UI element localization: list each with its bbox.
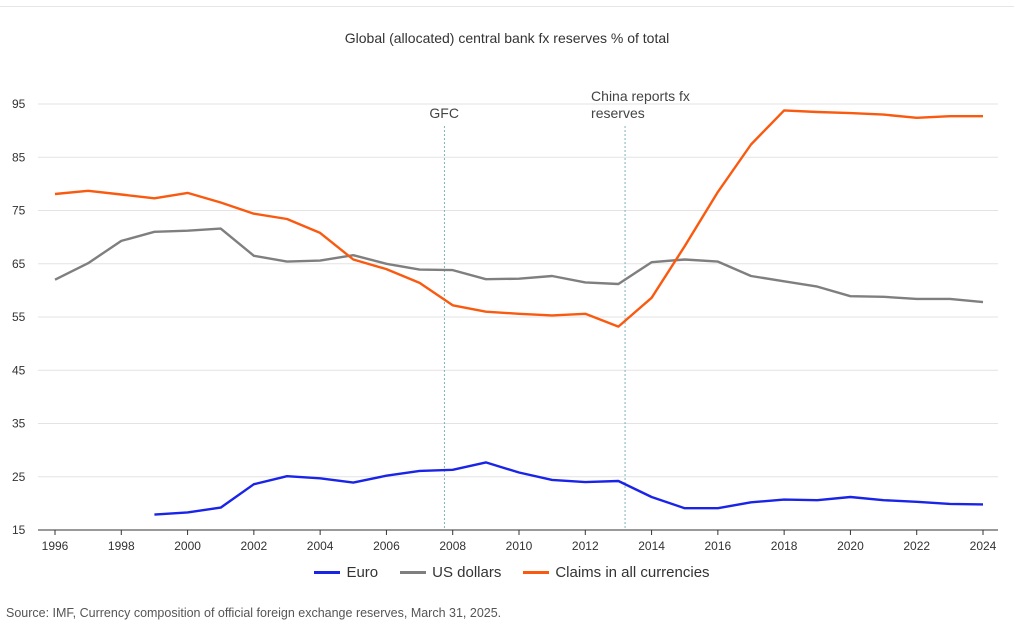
legend-item-claims: Claims in all currencies (523, 564, 710, 581)
legend-label-us-dollars: US dollars (432, 564, 502, 581)
x-tick-label-2004: 2004 (307, 539, 334, 553)
legend-swatch-us-dollars (400, 571, 427, 574)
y-tick-label-15: 15 (12, 523, 26, 537)
y-tick-label-45: 45 (12, 363, 26, 377)
x-tick-label-2016: 2016 (705, 539, 732, 553)
series-line-euro (154, 461, 984, 516)
series-line-claims-in-all-currencies (54, 109, 983, 328)
y-tick-label-35: 35 (12, 417, 26, 431)
x-tick-label-2014: 2014 (638, 539, 665, 553)
y-tick-label-85: 85 (12, 150, 26, 164)
x-tick-label-1996: 1996 (42, 539, 69, 553)
y-tick-label-25: 25 (12, 470, 26, 484)
x-tick-label-2024: 2024 (970, 539, 997, 553)
chart-legend: Euro US dollars Claims in all currencies (0, 564, 1024, 581)
series-line-us-dollars (54, 227, 984, 304)
x-tick-label-2020: 2020 (837, 539, 864, 553)
x-tick-label-2022: 2022 (903, 539, 930, 553)
source-note: Source: IMF, Currency composition of off… (6, 606, 502, 620)
x-tick-label-2000: 2000 (174, 539, 201, 553)
x-tick-label-2010: 2010 (506, 539, 533, 553)
x-tick-label-2012: 2012 (572, 539, 599, 553)
top-divider (0, 6, 1014, 7)
legend-label-claims: Claims in all currencies (555, 564, 710, 581)
legend-label-euro: Euro (346, 564, 379, 581)
y-tick-label-95: 95 (12, 97, 26, 111)
y-tick-label-55: 55 (12, 310, 26, 324)
x-tick-label-1998: 1998 (108, 539, 135, 553)
y-tick-label-65: 65 (12, 257, 26, 271)
x-tick-label-2006: 2006 (373, 539, 400, 553)
chart-title: Global (allocated) central bank fx reser… (344, 30, 670, 46)
legend-item-us-dollars: US dollars (400, 564, 501, 581)
legend-item-euro: Euro (314, 564, 378, 581)
legend-swatch-claims (523, 571, 550, 574)
x-tick-label-2002: 2002 (241, 539, 268, 553)
x-tick-label-2008: 2008 (439, 539, 466, 553)
annotation-label-1: China reports fx reserves (591, 88, 690, 121)
x-tick-label-2018: 2018 (771, 539, 798, 553)
annotation-label-0: GFC (429, 105, 459, 121)
y-tick-label-75: 75 (12, 204, 26, 218)
legend-swatch-euro (314, 571, 341, 574)
